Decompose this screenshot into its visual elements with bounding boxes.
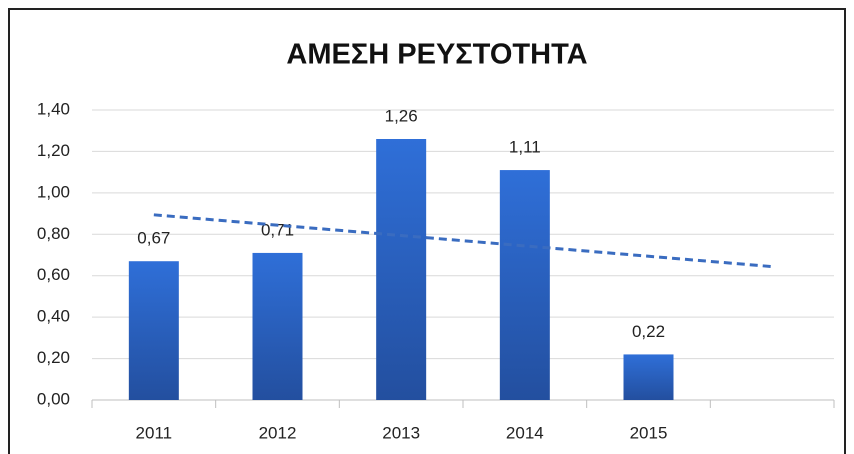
bar	[376, 139, 427, 400]
y-tick-label: 1,40	[37, 99, 70, 118]
bar	[623, 354, 674, 400]
value-label: 0,71	[261, 220, 294, 239]
bar	[252, 252, 303, 400]
value-label: 0,22	[632, 322, 665, 341]
chart-title: ΑΜΕΣΗ ΡΕΥΣΤΟΤΗΤΑ	[286, 39, 587, 71]
x-tick-label: 2013	[382, 423, 420, 442]
y-tick-label: 0,40	[37, 307, 70, 326]
y-tick-label: 0,00	[37, 389, 70, 408]
y-tick-label: 0,60	[37, 265, 70, 284]
y-tick-label: 1,20	[37, 141, 70, 160]
value-label: 0,67	[137, 229, 170, 248]
bar	[128, 261, 179, 400]
x-tick-label: 2012	[259, 423, 297, 442]
bar	[499, 170, 550, 400]
y-tick-label: 0,20	[37, 348, 70, 367]
x-tick-label: 2015	[630, 423, 668, 442]
x-tick-label: 2011	[136, 423, 173, 442]
y-tick-label: 0,80	[37, 224, 70, 243]
value-label: 1,26	[385, 106, 418, 125]
value-label: 1,11	[509, 138, 541, 157]
x-tick-label: 2014	[506, 423, 544, 442]
y-tick-label: 1,00	[37, 182, 70, 201]
